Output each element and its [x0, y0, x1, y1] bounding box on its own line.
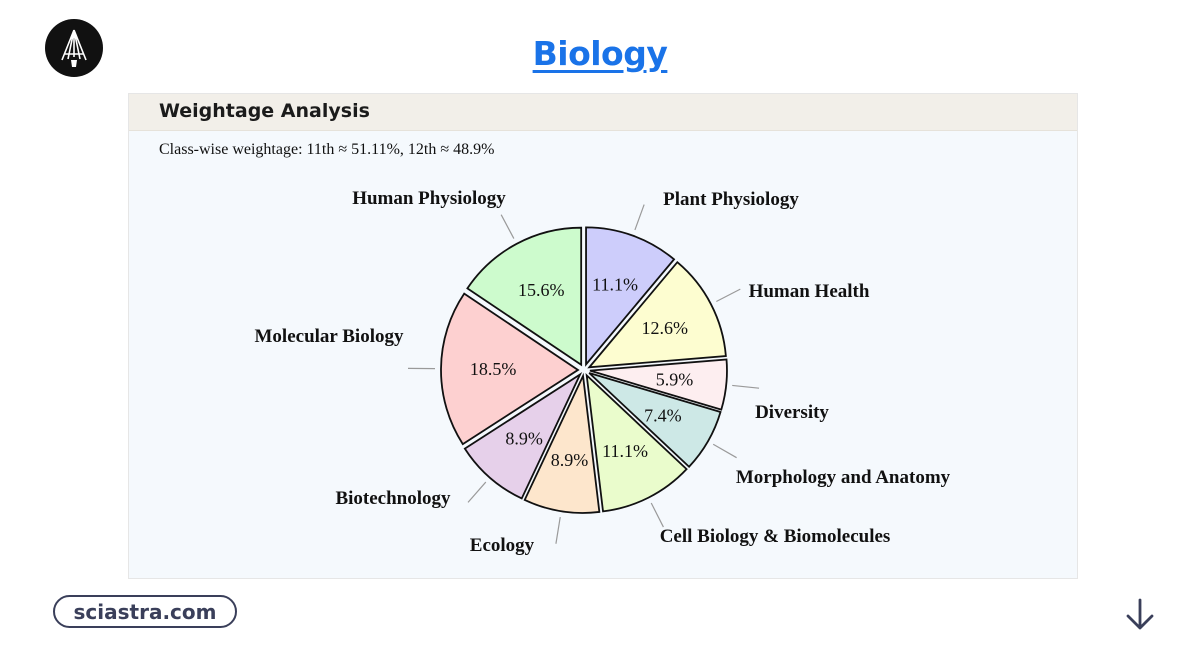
pie-slice-cell-biology-biomolecules — [585, 373, 688, 513]
pie-leader-line-plant-physiology — [634, 204, 645, 231]
pie-leader-line-human-physiology — [500, 214, 515, 239]
pie-leader-line-human-health — [716, 288, 741, 303]
pie-category-label-human-physiology: Human Physiology — [352, 188, 506, 209]
pie-percent-label-diversity: 5.9% — [656, 369, 694, 389]
pie-slice-biotechnology — [463, 372, 583, 500]
pie-leader-line-morphology-and-anatomy — [712, 443, 737, 459]
class-weightage-note: Class-wise weightage: 11th ≈ 51.11%, 12t… — [159, 141, 495, 158]
panel-header — [129, 94, 1077, 131]
pie-slice-ecology — [523, 372, 601, 514]
pie-leader-line-ecology — [555, 516, 561, 544]
pie-percent-label-morphology-and-anatomy: 7.4% — [644, 405, 682, 425]
page-title[interactable]: Biology — [532, 34, 668, 73]
pie-category-label-biotechnology: Biotechnology — [335, 488, 451, 509]
pie-slice-diversity — [589, 358, 728, 411]
pie-slice-morphology-and-anatomy — [588, 372, 722, 469]
pie-category-label-morphology-and-anatomy: Morphology and Anatomy — [736, 467, 951, 488]
pie-slice-human-health — [587, 260, 727, 369]
pie-chart: 11.1% Plant Physiology 12.6% Human Health 5.… — [255, 188, 951, 556]
pie-percent-label-ecology: 8.9% — [551, 450, 589, 470]
pie-category-label-cell-biology-biomolecules: Cell Biology & Biomolecules — [660, 526, 891, 547]
pie-slice-molecular-biology — [440, 292, 580, 446]
pie-category-label-human-health: Human Health — [749, 281, 870, 302]
pie-slice-human-physiology — [466, 226, 583, 367]
pie-percent-label-plant-physiology: 11.1% — [592, 275, 638, 295]
pie-percent-label-human-physiology: 15.6% — [518, 280, 565, 300]
pie-percent-label-cell-biology-biomolecules: 11.1% — [602, 441, 648, 461]
down-arrow-icon[interactable] — [1124, 598, 1156, 632]
panel-heading: Weightage Analysis — [159, 100, 370, 122]
pie-leader-line-biotechnology — [467, 481, 487, 503]
pie-leader-line-cell-biology-biomolecules — [650, 502, 664, 528]
pie-slice-plant-physiology — [585, 226, 676, 367]
rocket-logo-icon — [61, 29, 87, 67]
pie-percent-label-human-health: 12.6% — [642, 318, 689, 338]
site-link[interactable]: sciastra.com — [53, 595, 237, 628]
pie-percent-label-molecular-biology: 18.5% — [470, 359, 517, 379]
pie-leader-line-diversity — [732, 384, 760, 389]
pie-category-label-ecology: Ecology — [470, 535, 535, 556]
pie-category-label-molecular-biology: Molecular Biology — [255, 326, 404, 347]
pie-category-label-diversity: Diversity — [755, 402, 829, 423]
weightage-panel: Weightage Analysis Class-wise weightage:… — [128, 93, 1078, 579]
sciastra-logo[interactable] — [45, 19, 103, 77]
pie-category-label-plant-physiology: Plant Physiology — [663, 189, 799, 210]
pie-percent-label-biotechnology: 8.9% — [505, 428, 543, 448]
